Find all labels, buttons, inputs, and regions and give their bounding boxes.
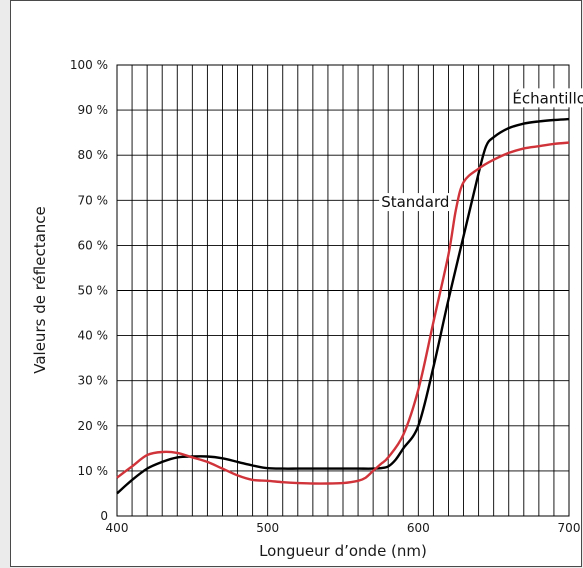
grid xyxy=(117,65,569,516)
y-tick-label: 0 xyxy=(100,509,108,523)
y-tick-label: 40 % xyxy=(78,329,109,343)
y-tick-label: 80 % xyxy=(78,148,109,162)
x-tick-label: 400 xyxy=(106,521,129,535)
x-tick-labels: 400 500 600 700 xyxy=(106,521,581,535)
series-line-standard xyxy=(116,141,570,485)
annotations: Échantillon Standard xyxy=(379,88,583,212)
y-tick-label: 60 % xyxy=(78,238,109,252)
y-tick-label: 50 % xyxy=(78,284,109,298)
plot-frame xyxy=(116,64,570,517)
annotation-background xyxy=(379,193,452,212)
y-tick-labels: 0 10 % 20 % 30 % 40 % 50 % 60 % 70 % 80 % 90 % 100… xyxy=(70,58,108,523)
x-tick-label: 500 xyxy=(256,521,279,535)
figure-card xyxy=(10,0,582,567)
y-tick-label: 100 % xyxy=(70,58,108,72)
annotation-background xyxy=(510,88,583,108)
y-tick-label: 70 % xyxy=(78,193,109,207)
y-tick-label: 10 % xyxy=(78,464,109,478)
annotation-label: Échantillon xyxy=(510,88,583,108)
y-tick-label: 90 % xyxy=(78,103,109,117)
annotation-text: Standard xyxy=(381,193,449,211)
annotation-label: Standard xyxy=(379,193,452,212)
y-axis-title: Valeurs de réflectance xyxy=(31,206,49,374)
x-axis-title: Longueur d’onde (nm) xyxy=(259,542,427,560)
series-line-echantillon xyxy=(116,117,570,495)
series-layer xyxy=(116,117,570,495)
y-tick-label: 20 % xyxy=(78,419,109,433)
y-tick-label: 30 % xyxy=(78,374,109,388)
annotation-text: Échantillon xyxy=(512,88,583,107)
x-tick-label: 600 xyxy=(407,521,430,535)
x-tick-label: 700 xyxy=(558,521,581,535)
